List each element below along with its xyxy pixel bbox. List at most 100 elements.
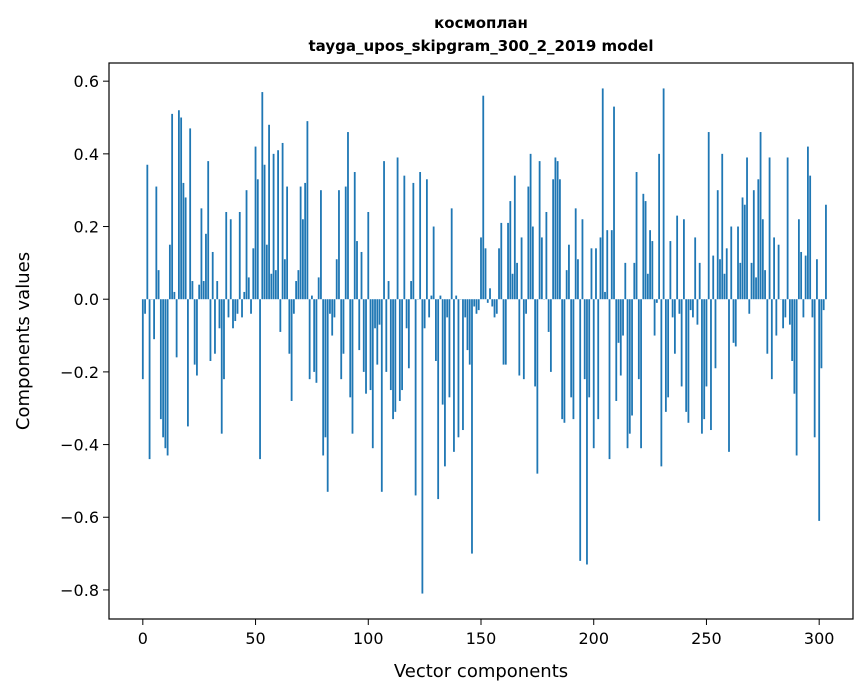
bar [389,299,392,391]
bar [696,299,699,325]
bar [683,219,685,300]
bar [671,299,674,318]
bar [565,270,568,300]
x-axis-label: Vector components [394,661,568,682]
bar [802,299,805,318]
bar [491,299,494,307]
bar [734,299,737,347]
bar [746,157,748,300]
bar [807,146,809,300]
bar [687,299,690,423]
bar [572,299,575,420]
bar [536,299,539,474]
bar [764,270,766,300]
bar [252,248,255,300]
bar [719,259,721,300]
bar [274,270,277,300]
bar [504,299,507,365]
bar [527,186,530,300]
chart-title: космоплан [434,14,528,32]
bar [245,190,248,300]
bar [317,277,320,300]
bar [335,259,338,300]
bar [538,161,541,300]
bar [773,237,775,300]
bar [626,299,629,449]
bar [588,299,591,398]
bar [419,172,422,300]
bar [624,262,627,300]
bar [157,270,160,300]
bar [295,281,298,300]
bar [797,219,800,300]
bar [146,164,149,300]
bar [383,161,385,300]
bar [216,281,219,300]
bar [559,179,561,300]
bar [581,219,584,300]
x-tick-label: 150 [466,629,497,648]
bar [601,88,604,300]
y-tick-label: −0.8 [60,581,99,600]
bar [791,299,794,361]
bar [441,299,444,405]
bar [480,237,482,300]
bar [818,299,821,521]
bar [809,175,812,300]
bar [597,299,600,420]
bar [196,299,198,376]
bar [673,299,676,354]
bar [362,299,365,372]
bar [775,299,778,336]
bars-group [141,88,827,594]
bar [177,110,180,300]
bar [692,299,694,318]
bar [333,299,336,318]
bar [586,299,588,565]
bar [653,299,656,336]
bar [784,299,787,318]
bar [311,295,313,300]
bar [378,299,381,325]
bar [622,299,624,336]
bar [405,299,408,329]
bar [322,299,325,456]
x-tick-label: 300 [804,629,835,648]
bar [329,299,331,314]
bar [825,204,827,300]
bar [475,299,478,314]
bar [425,179,428,300]
bar [707,132,710,300]
bar [694,237,697,300]
bar [468,299,471,365]
bar [301,219,304,300]
bar [750,262,753,300]
bar [356,241,358,300]
bar [256,179,259,300]
bar [268,124,270,300]
bar [423,299,426,329]
x-tick-label: 0 [138,629,148,648]
bar [723,273,726,300]
bar [529,153,532,300]
bar [701,299,703,434]
bar [398,299,401,401]
bar [283,259,286,300]
bar [509,201,512,300]
bar [236,299,239,314]
bar [646,273,649,300]
bar [353,172,356,300]
bar [184,197,187,300]
bar [820,299,823,369]
bar [428,299,431,318]
y-axis-label: Components values [13,252,34,430]
bar [351,299,354,434]
bar [320,190,322,300]
bar [250,299,252,314]
bar [446,299,449,318]
bar [223,299,225,380]
bar [534,299,537,387]
bar [610,230,613,300]
bar [187,299,189,427]
